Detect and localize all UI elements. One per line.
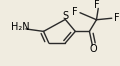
Text: O: O xyxy=(89,44,97,54)
Text: S: S xyxy=(63,11,69,21)
Text: F: F xyxy=(114,13,120,23)
Text: F: F xyxy=(72,7,78,17)
Text: F: F xyxy=(94,0,100,10)
Text: H₂N: H₂N xyxy=(11,22,29,32)
